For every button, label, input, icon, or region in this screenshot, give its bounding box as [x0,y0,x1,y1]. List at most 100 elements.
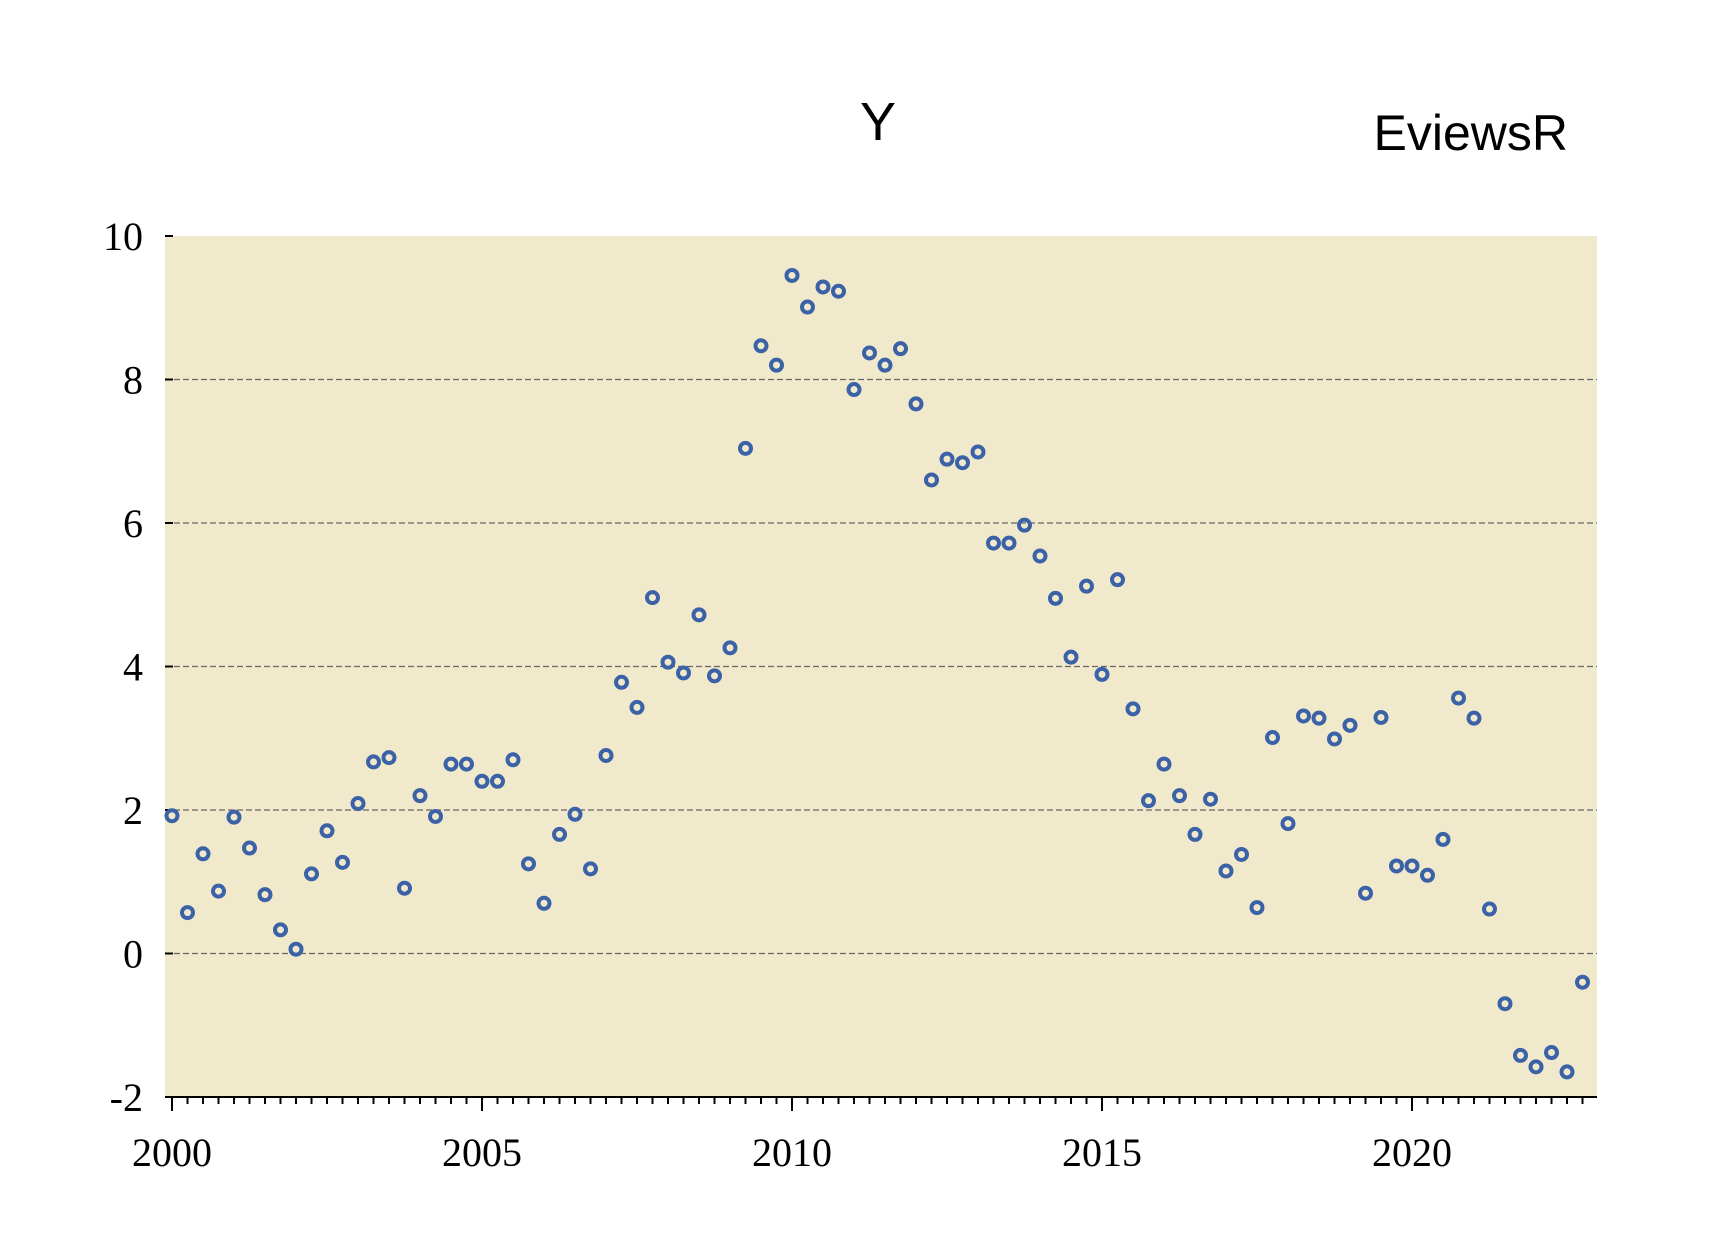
data-point [877,357,893,373]
data-point [1327,731,1342,747]
data-point [257,887,273,903]
data-point [1513,1047,1528,1063]
data-point [1451,690,1466,706]
data-point [521,856,536,872]
data-point [1435,831,1451,847]
data-point [1234,846,1249,862]
data-point [1311,710,1327,726]
data-point [831,283,846,299]
y-tick-label--2: -2 [110,1075,143,1120]
chart-title: Y [860,92,896,152]
data-point [614,674,629,690]
y-tick-label-2: 2 [123,788,143,833]
data-points [164,267,1590,1080]
y-tick-label-8: 8 [123,358,143,403]
y-tick-label-6: 6 [123,501,143,546]
x-tick-label-2000: 2000 [132,1130,212,1175]
data-point [908,396,924,412]
data-point [1141,793,1156,809]
data-point [335,854,350,870]
data-point [1218,863,1234,879]
data-point [1156,756,1172,772]
data-point [397,880,412,896]
data-point [288,941,304,957]
data-point [893,341,908,357]
data-point [1404,858,1420,874]
data-point [1017,517,1032,533]
x-axis-tick-labels: 2000 2005 2010 2015 2020 [132,1130,1452,1175]
brand-label: EviewsR [1374,105,1568,161]
data-point [226,809,242,825]
data-point [1559,1064,1575,1080]
data-point [676,665,691,681]
data-point [738,440,753,456]
data-point [970,444,986,460]
data-point [1110,572,1125,588]
data-point [350,796,366,812]
data-point [304,866,319,882]
data-point [412,788,428,804]
data-point [164,808,180,824]
data-point [986,535,1001,551]
y-axis-tick-labels: -2 0 2 4 6 8 10 [103,214,143,1120]
data-point [552,826,567,842]
data-point [459,756,474,772]
data-point [1249,900,1265,916]
data-point [629,699,645,715]
data-point [1094,666,1110,682]
data-point [1265,730,1280,746]
data-point [242,840,257,856]
data-point [180,905,195,921]
data-point [381,750,397,766]
data-point [490,773,505,789]
data-point [691,607,707,623]
data-point [707,668,722,684]
data-point [1420,867,1435,883]
data-point [939,451,955,467]
data-point [784,267,800,283]
data-point [536,895,552,911]
data-point [443,756,459,772]
data-point [319,823,335,839]
data-point [1528,1059,1544,1075]
data-point [660,654,676,670]
data-point [1125,701,1141,717]
data-point [645,590,660,606]
data-point [862,345,877,361]
data-point [366,754,381,770]
data-point [924,472,939,488]
data-point [1063,649,1079,665]
gridlines [165,378,1597,955]
data-point [273,922,288,938]
data-point [1575,974,1590,990]
x-tick-label-2020: 2020 [1372,1130,1452,1175]
data-point [1203,791,1218,807]
data-point [1497,996,1513,1012]
data-point [1342,717,1358,733]
data-point [1358,885,1373,901]
data-point [1048,590,1063,606]
data-point [1187,826,1203,842]
data-point [1172,788,1187,804]
data-point [1373,709,1389,725]
data-point [722,640,738,656]
y-tick-label-0: 0 [123,932,143,977]
x-tick-label-2015: 2015 [1062,1130,1142,1175]
x-tick-label-2005: 2005 [442,1130,522,1175]
y-tick-label-10: 10 [103,214,143,259]
data-point [1389,858,1404,874]
data-point [1280,816,1296,832]
data-point [1296,708,1311,724]
data-point [1032,548,1048,564]
data-point [769,357,784,373]
data-point [1544,1045,1559,1061]
data-point [846,382,862,398]
data-point [1466,710,1482,726]
data-point [474,773,490,789]
data-point [211,883,226,899]
data-point [955,455,970,471]
data-point [583,861,598,877]
data-point [800,299,815,315]
data-point [598,747,614,763]
axes [165,235,1597,1111]
